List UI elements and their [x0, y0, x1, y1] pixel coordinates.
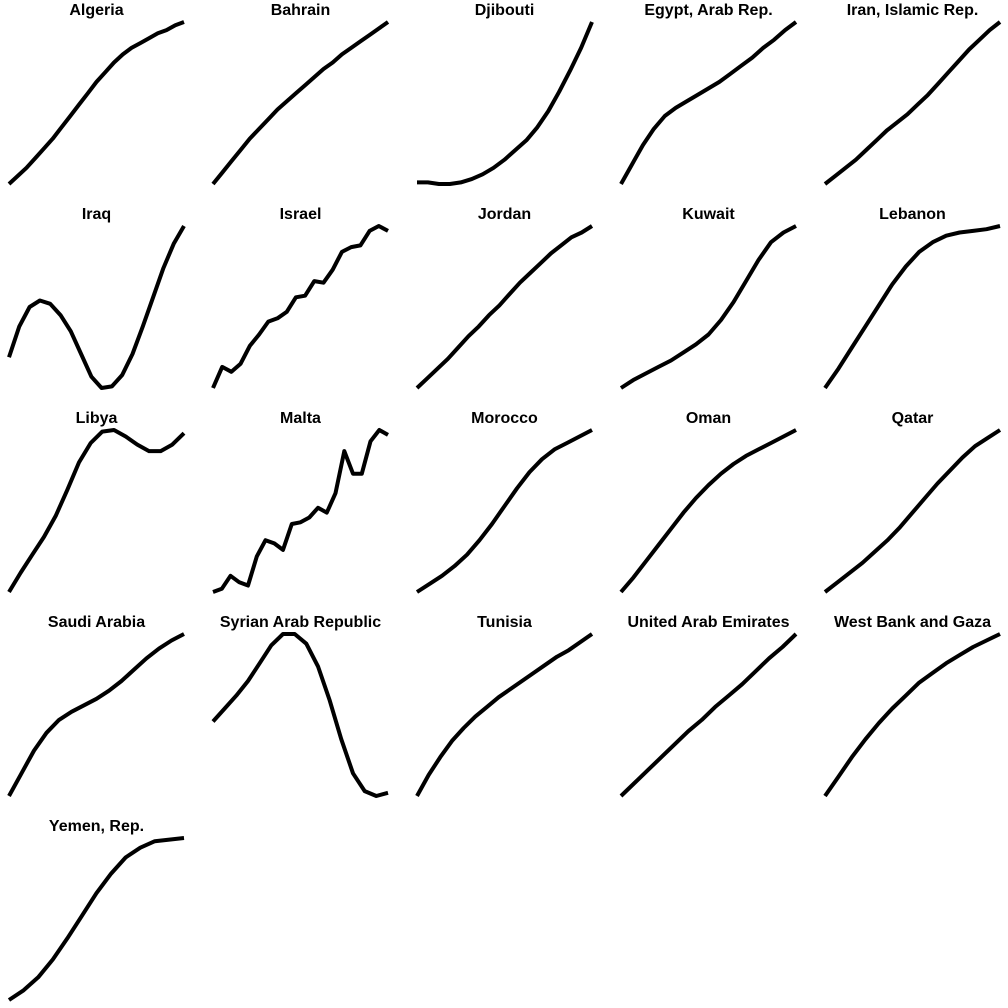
panel-djibouti: Djibouti [417, 2, 594, 186]
series-line [417, 21, 594, 186]
panel-title: Saudi Arabia [48, 614, 145, 631]
panel-bahrain: Bahrain [211, 2, 390, 186]
series-line [7, 20, 185, 186]
panel-libya: Libya [7, 410, 186, 594]
panel-title: Egypt, Arab Rep. [644, 2, 772, 19]
series-line [619, 428, 797, 594]
panel-oman: Oman [619, 410, 797, 594]
series-line [7, 836, 185, 1002]
panel-title: Libya [76, 410, 118, 427]
series-line [619, 20, 798, 185]
series-line [211, 224, 389, 389]
series-line [415, 428, 593, 594]
panel-title: Tunisia [477, 614, 532, 631]
series-line [415, 224, 594, 390]
panel-algeria: Algeria [7, 2, 185, 186]
panel-title: Israel [280, 206, 322, 223]
series-line [7, 632, 185, 797]
panel-united-arab-emirates: United Arab Emirates [619, 614, 798, 798]
panel-kuwait: Kuwait [619, 206, 797, 390]
panel-title: Iran, Islamic Rep. [847, 2, 979, 19]
panel-title: United Arab Emirates [627, 614, 789, 631]
series-line [619, 632, 798, 798]
panel-malta: Malta [212, 410, 389, 594]
panel-title: Yemen, Rep. [49, 818, 144, 835]
series-line [823, 20, 1002, 186]
panel-title: Iraq [82, 206, 111, 223]
series-line [823, 224, 1001, 390]
series-line [211, 20, 390, 186]
panel-title: Qatar [892, 410, 934, 427]
panel-saudi-arabia: Saudi Arabia [7, 614, 185, 797]
series-line [823, 632, 1001, 798]
series-line [7, 224, 186, 390]
panel-west-bank-and-gaza: West Bank and Gaza [823, 614, 1001, 798]
series-line [823, 428, 1002, 594]
panel-lebanon: Lebanon [823, 206, 1001, 390]
panel-title: Lebanon [879, 206, 946, 223]
panel-iran-islamic-rep-: Iran, Islamic Rep. [823, 2, 1002, 186]
panel-title: Oman [686, 410, 731, 427]
panel-title: Bahrain [271, 2, 331, 19]
panel-title: Jordan [478, 206, 531, 223]
panel-iraq: Iraq [7, 206, 186, 390]
panel-title: Syrian Arab Republic [220, 614, 381, 631]
panel-title: Morocco [471, 410, 538, 427]
panel-title: Kuwait [682, 206, 735, 223]
panel-jordan: Jordan [415, 206, 594, 390]
panel-morocco: Morocco [415, 410, 593, 594]
panel-title: Malta [280, 410, 321, 427]
series-line [619, 224, 797, 390]
panel-title: Djibouti [475, 2, 535, 19]
series-line [7, 428, 186, 594]
panel-israel: Israel [211, 206, 389, 389]
series-line [211, 632, 389, 798]
panel-title: Algeria [69, 2, 123, 19]
panel-syrian-arab-republic: Syrian Arab Republic [211, 614, 389, 798]
panel-title: West Bank and Gaza [834, 614, 991, 631]
panel-egypt-arab-rep-: Egypt, Arab Rep. [619, 2, 798, 185]
panel-tunisia: Tunisia [415, 614, 594, 797]
series-line [212, 428, 389, 594]
series-line [415, 632, 594, 797]
panel-yemen-rep-: Yemen, Rep. [7, 818, 185, 1002]
panel-qatar: Qatar [823, 410, 1002, 594]
